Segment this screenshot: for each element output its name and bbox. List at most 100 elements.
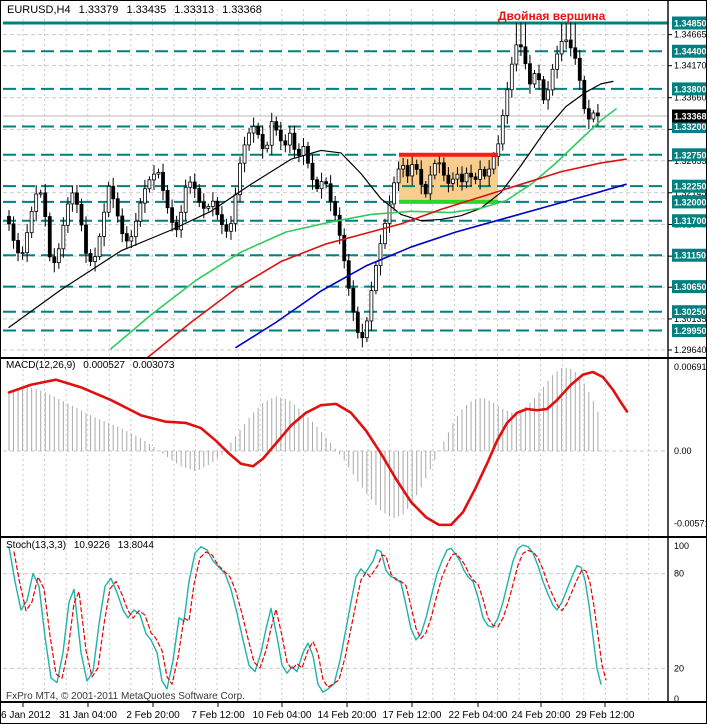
- candle-bearish: [573, 47, 578, 59]
- candle-bearish: [260, 134, 265, 150]
- candle-bearish: [278, 129, 283, 142]
- time-axis-label: 17 Feb 12:00: [383, 710, 442, 721]
- candle-bullish: [61, 224, 66, 250]
- candle-bullish: [233, 194, 238, 225]
- price-level-badge: [672, 195, 706, 209]
- stoch-panel[interactable]: [3, 538, 668, 701]
- candle-bullish: [70, 192, 75, 205]
- candle-bullish: [301, 146, 306, 156]
- candle-bullish: [242, 144, 247, 164]
- candle-bearish: [537, 73, 541, 81]
- price-level-badge-text: 1.32750: [674, 150, 707, 160]
- price-level-badge-text: 1.29950: [674, 326, 707, 336]
- candle-bearish: [115, 198, 120, 217]
- candle-bullish: [509, 63, 514, 91]
- candle-bearish: [297, 148, 301, 156]
- candle-bullish: [102, 211, 107, 237]
- candle-bullish: [428, 174, 433, 195]
- candle-bullish: [591, 112, 596, 120]
- stoch-k-line: [8, 544, 602, 693]
- candle-bearish: [541, 79, 546, 101]
- candle-bullish: [93, 256, 97, 262]
- current-price-badge: [672, 109, 706, 123]
- candle-bullish: [491, 156, 496, 170]
- candle-bearish: [7, 215, 11, 225]
- candle-bullish: [56, 248, 61, 264]
- candle-bearish: [201, 201, 206, 209]
- candle-bullish: [206, 206, 211, 209]
- time-axis-label: 31 Jan 04:00: [59, 710, 117, 721]
- candle-bullish: [138, 202, 143, 222]
- candle-bearish: [423, 183, 428, 195]
- candle-bullish: [229, 223, 233, 232]
- price-grid-label: 1.32145: [674, 188, 707, 198]
- candle-bearish: [47, 216, 52, 258]
- candle-bullish: [496, 143, 501, 158]
- candle-bearish: [283, 140, 288, 146]
- candle-bullish: [29, 210, 34, 234]
- candle-bearish: [419, 168, 424, 185]
- price-level-badge-text: 1.31150: [674, 251, 706, 261]
- candle-bullish: [546, 89, 550, 101]
- candle-bullish: [133, 220, 138, 238]
- candle-bearish: [310, 162, 315, 181]
- price-level-badge-text: 1.32250: [674, 182, 707, 192]
- candle-bullish: [378, 243, 383, 266]
- candle-bullish: [464, 172, 469, 183]
- candle-bearish: [586, 108, 591, 120]
- time-axis-label: 7 Feb 12:00: [191, 710, 245, 721]
- candle-bearish: [337, 214, 342, 236]
- candle-bearish: [197, 188, 202, 203]
- stoch-axis-label: 80: [674, 569, 684, 579]
- candle-bearish: [274, 121, 279, 131]
- candle-bearish: [473, 176, 478, 180]
- candle-bearish: [11, 223, 16, 241]
- ma-green: [110, 108, 617, 350]
- price-level-badge-text: 1.33800: [674, 84, 707, 94]
- time-axis-label: 22 Feb 04:00: [449, 710, 508, 721]
- candle-bullish: [142, 188, 147, 204]
- candle-bullish: [251, 126, 256, 134]
- price-level-badge: [672, 248, 706, 262]
- ma-slow-blue: [235, 183, 627, 349]
- ma-fast-black: [8, 80, 614, 329]
- candle-bearish: [124, 233, 129, 242]
- candle-bullish: [238, 162, 242, 196]
- candle-bearish: [224, 224, 229, 232]
- candle-bearish: [469, 172, 473, 178]
- candle-bearish: [120, 215, 125, 235]
- price-level-badge-text: 1.34850: [674, 19, 707, 29]
- candle-bearish: [568, 39, 573, 49]
- candle-bearish: [460, 173, 464, 183]
- candle-bearish: [342, 234, 347, 262]
- candle-bullish: [210, 200, 215, 207]
- candle-bullish: [401, 165, 406, 170]
- price-level-badge: [672, 214, 706, 228]
- candle-bearish: [414, 164, 419, 170]
- time-axis-label: 14 Feb 20:00: [318, 710, 377, 721]
- candle-bearish: [315, 179, 319, 190]
- candle-bearish: [482, 169, 487, 177]
- candle-bullish: [265, 144, 270, 150]
- price-level-badge-text: 1.30250: [674, 307, 707, 317]
- candle-bearish: [596, 112, 600, 117]
- macd-axis-label: -0.00571: [674, 519, 707, 529]
- candles: [7, 22, 600, 348]
- main-chart-panel[interactable]: [3, 9, 668, 359]
- price-grid-label: 1.30135: [674, 314, 707, 324]
- candle-bullish: [319, 181, 324, 190]
- candle-bearish: [79, 203, 84, 226]
- price-level-badge-text: 1.34400: [674, 47, 707, 57]
- current-price-badge-text: 1.33368: [674, 112, 707, 122]
- macd-panel[interactable]: [3, 359, 668, 536]
- stoch-axis-label: 0: [674, 694, 679, 704]
- candle-bullish: [392, 182, 396, 205]
- candle-bullish: [287, 132, 292, 146]
- candle-bullish: [38, 192, 43, 195]
- candle-bearish: [170, 207, 174, 223]
- candle-bullish: [478, 169, 483, 180]
- candle-bullish: [432, 163, 437, 176]
- candle-bullish: [555, 53, 560, 70]
